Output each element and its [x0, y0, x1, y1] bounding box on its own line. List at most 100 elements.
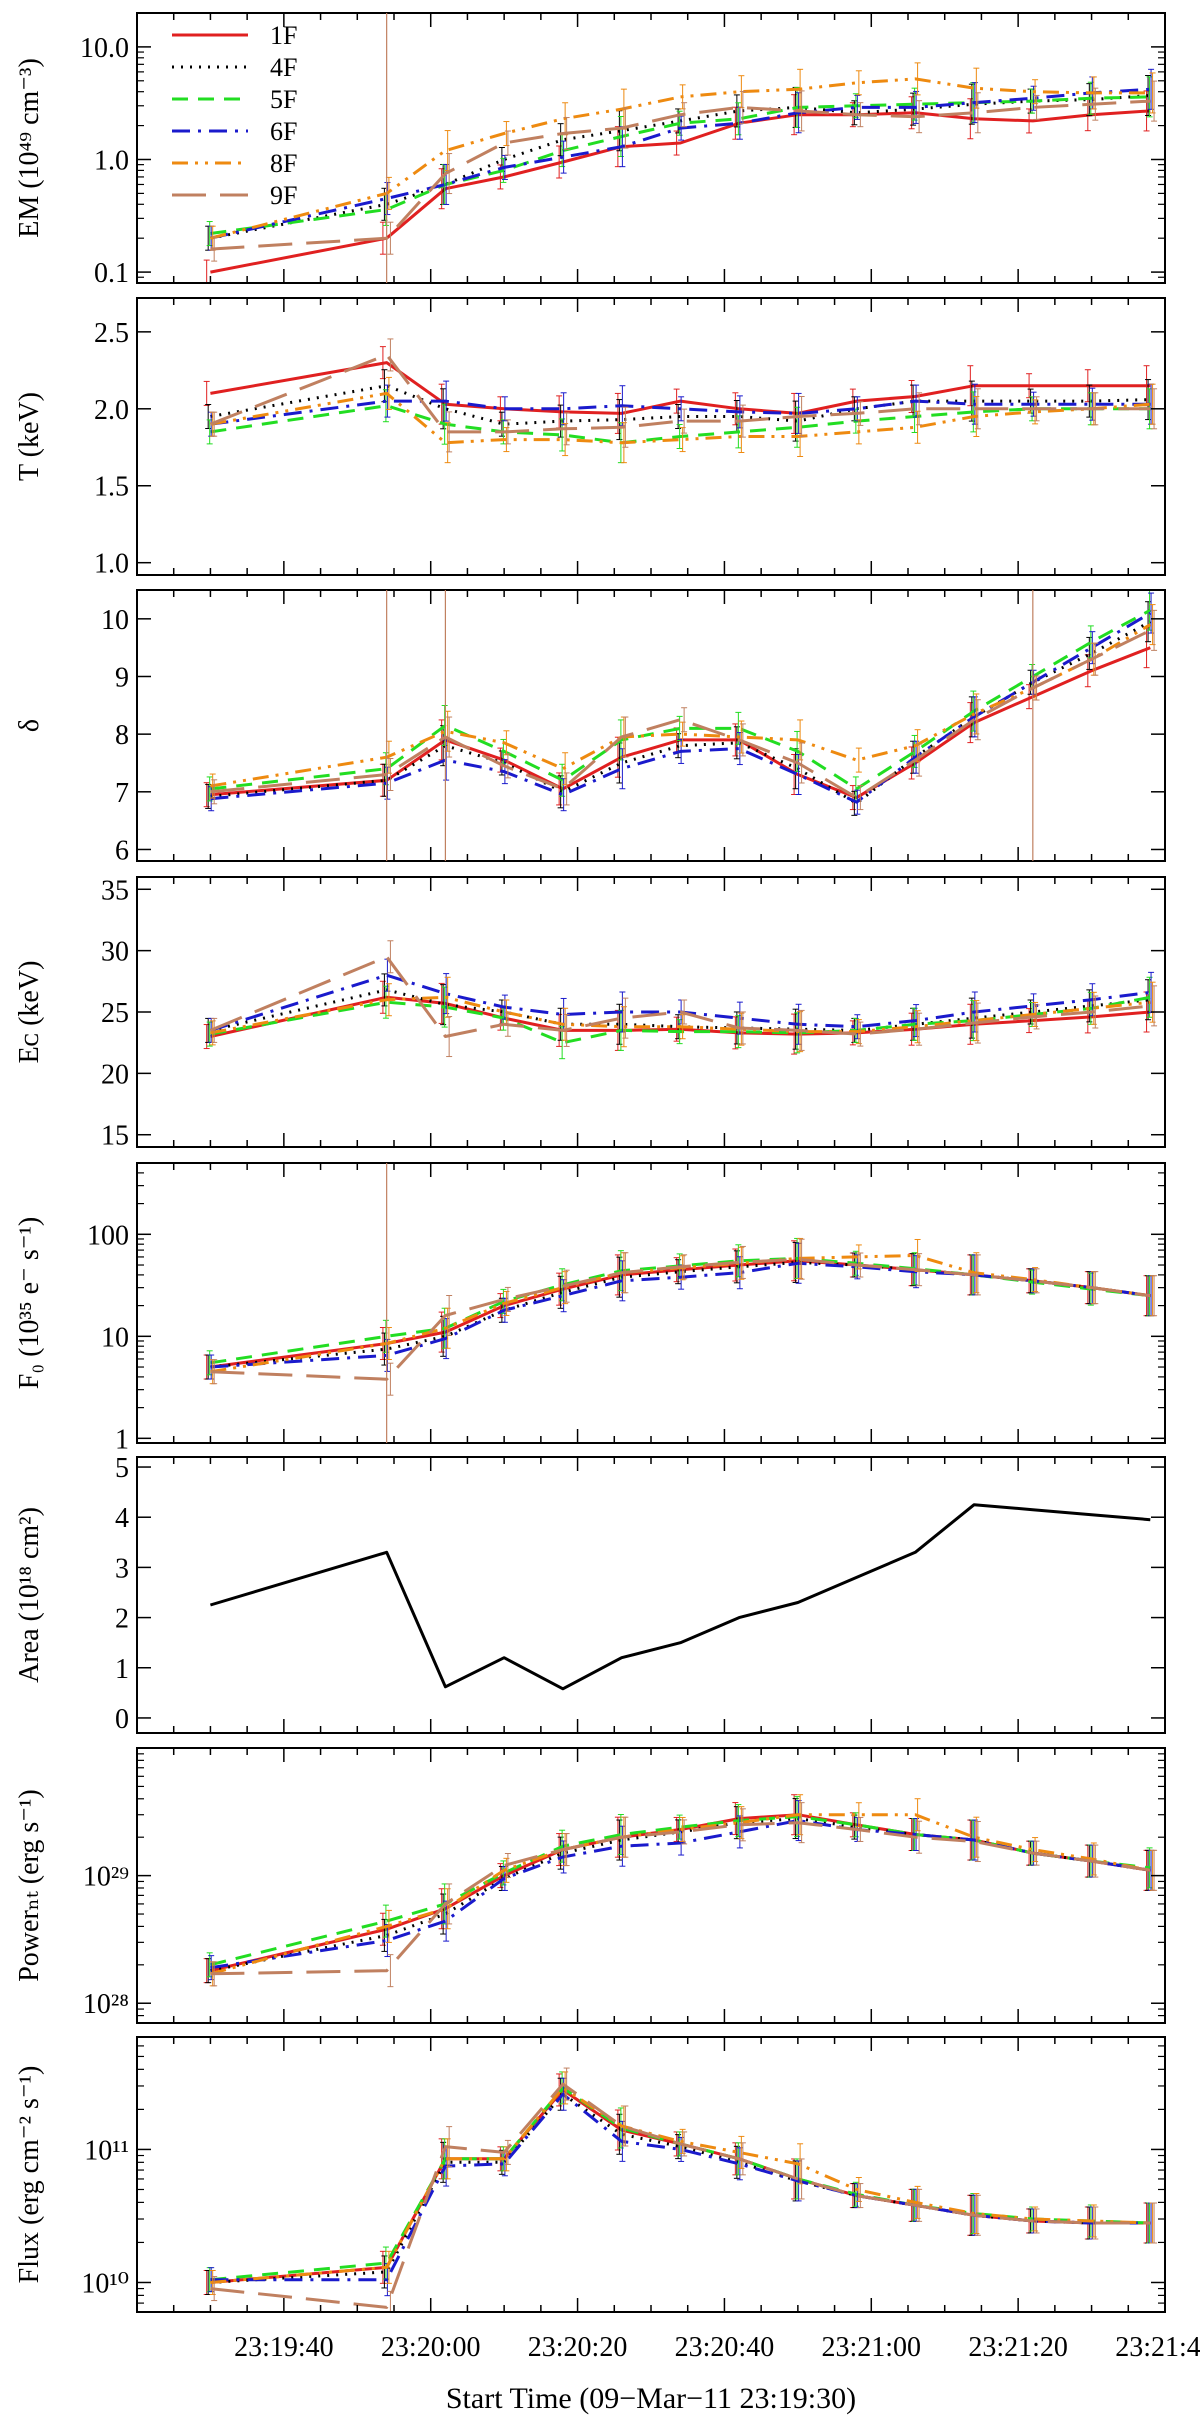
f0-series-9F — [210, 1257, 1151, 1381]
flux-ytick-label: 10¹⁰ — [81, 2268, 129, 2299]
em-ytick-label: 10.0 — [80, 33, 129, 64]
temp-ytick-label: 2.0 — [94, 395, 129, 426]
flux-series-5F — [210, 2086, 1151, 2282]
power-series-8F — [210, 1813, 1151, 1976]
area-series-group — [209, 1503, 1151, 1691]
f0-series-group — [203, 1237, 1158, 1396]
flux-series-8F — [210, 2086, 1151, 2284]
area-ytick-label: 3 — [115, 1553, 129, 1584]
temp-ytick-label: 1.5 — [94, 472, 129, 503]
x-tick-labels: 23:19:40 23:20:00 23:20:20 23:20:40 23:21:00… — [234, 2332, 1200, 2363]
em-y-axis-label: EM (10⁴⁹ cm⁻³) — [14, 58, 45, 238]
temp-series-6F — [210, 399, 1151, 426]
area-frame — [136, 1456, 1166, 1734]
em-series-8F — [210, 77, 1151, 240]
delta-series-6F — [210, 611, 1152, 804]
flux-series-1F — [210, 2088, 1151, 2284]
ec-series-8F — [210, 995, 1151, 1035]
temp-ytick-label: 2.5 — [94, 318, 129, 349]
temp-ytick-label: 1.0 — [94, 549, 129, 580]
panel-f0: 1 10 100 F₀ (10³⁵ e⁻ s⁻¹) — [14, 1162, 1166, 1455]
area-ytick-label: 5 — [115, 1453, 129, 1484]
f0-y-axis-label: F₀ (10³⁵ e⁻ s⁻¹) — [14, 1217, 45, 1389]
temp-series-4F — [210, 384, 1151, 426]
legend-label-8F: 8F — [270, 149, 297, 178]
flux-ytick-label: 10¹¹ — [84, 2135, 129, 2166]
area-y-axis-label: Area (10¹⁸ cm²) — [14, 1507, 45, 1683]
temp-series-9F — [209, 353, 1151, 434]
power-series-6F — [210, 1819, 1151, 1970]
em-ytick-label: 1.0 — [94, 145, 129, 176]
temp-series-5F — [210, 404, 1151, 445]
legend-label-5F: 5F — [270, 85, 297, 114]
delta-ytick-label: 6 — [115, 835, 129, 866]
f0-ytick-label: 1 — [115, 1424, 129, 1455]
power-y-axis-label: Powerₙₜ (erg s⁻¹) — [14, 1789, 45, 1982]
temp-y-axis-label: T (keV) — [14, 392, 45, 481]
x-tick-label: 23:20:20 — [528, 2332, 628, 2363]
delta-frame — [136, 589, 1166, 862]
legend-label-4F: 4F — [270, 53, 297, 82]
em-series-9F — [210, 99, 1151, 251]
x-tick-label: 23:21:00 — [822, 2332, 922, 2363]
area-ytick-label: 0 — [115, 1704, 129, 1735]
area-ytick-label: 4 — [115, 1503, 129, 1534]
ec-series-6F — [209, 973, 1151, 1032]
legend: 1F 4F 5F 6F 8F 9F — [172, 21, 297, 210]
panel-temp: 1.0 1.5 2.0 2.5 T (keV) — [14, 297, 1166, 580]
x-tick-label: 23:21:40 — [1115, 2332, 1200, 2363]
panels-group: 0.1 1.0 10.0 EM (10⁴⁹ cm⁻³) 1.0 1.5 2.0 2.5 T (k… — [14, 12, 1166, 2313]
area-ytick-label: 2 — [115, 1604, 129, 1635]
f0-frame — [136, 1162, 1166, 1444]
area-series-Area — [209, 1503, 1151, 1691]
em-series-5F — [210, 95, 1151, 235]
delta-y-axis-label: δ — [14, 719, 45, 732]
f0-series-4F — [210, 1260, 1151, 1369]
power-series-1F — [210, 1813, 1151, 1973]
x-tick-label: 23:20:00 — [381, 2332, 481, 2363]
flux-y-axis-label: Flux (erg cm⁻² s⁻¹) — [14, 2066, 45, 2284]
flux-series-9F — [210, 2082, 1151, 2309]
ec-series-group — [203, 940, 1158, 1060]
panel-em: 0.1 1.0 10.0 EM (10⁴⁹ cm⁻³) — [14, 12, 1166, 289]
delta-series-group — [203, 590, 1158, 816]
f0-ytick-label: 100 — [87, 1220, 129, 1251]
legend-label-1F: 1F — [270, 21, 297, 50]
panel-power: 10²⁸ 10²⁹ Powerₙₜ (erg s⁻¹) — [14, 1747, 1166, 2024]
em-series-group — [203, 62, 1158, 283]
delta-ytick-label: 8 — [115, 720, 129, 751]
panel-ec: 15 20 25 30 35 Eᴄ (keV) — [14, 875, 1166, 1152]
flux-series-6F — [210, 2092, 1151, 2282]
ec-series-9F — [209, 955, 1151, 1038]
delta-ytick-label: 7 — [115, 778, 129, 809]
ec-y-axis-label: Eᴄ (keV) — [14, 961, 45, 1064]
legend-label-6F: 6F — [270, 117, 297, 146]
delta-ytick-label: 9 — [115, 662, 129, 693]
ec-ytick-label: 30 — [101, 937, 129, 968]
delta-ytick-label: 10 — [101, 605, 129, 636]
delta-series-8F — [210, 623, 1152, 788]
legend-label-9F: 9F — [270, 181, 297, 210]
x-tick-label: 23:21:20 — [968, 2332, 1068, 2363]
flux-series-4F — [210, 2092, 1151, 2284]
f0-ytick-label: 10 — [101, 1322, 129, 1353]
delta-series-9F — [210, 629, 1151, 800]
ec-ytick-label: 15 — [101, 1121, 129, 1152]
power-series-group — [203, 1794, 1158, 1988]
ec-ytick-label: 35 — [101, 875, 129, 906]
em-series-6F — [210, 87, 1151, 240]
temp-series-1F — [210, 361, 1151, 415]
area-ytick-label: 1 — [115, 1654, 129, 1685]
temp-series-8F — [210, 391, 1151, 445]
power-ytick-label: 10²⁹ — [83, 1862, 129, 1893]
em-series-4F — [210, 94, 1151, 240]
flux-series-group — [203, 2067, 1158, 2312]
ec-series-4F — [210, 988, 1151, 1032]
panel-flux: 10¹⁰ 10¹¹ Flux (erg cm⁻² s⁻¹) — [14, 2036, 1166, 2313]
panel-delta: 6 7 8 9 10 δ — [14, 589, 1166, 866]
f0-series-8F — [210, 1254, 1151, 1374]
power-series-9F — [210, 1821, 1151, 1976]
power-ytick-label: 10²⁸ — [83, 1989, 129, 2020]
panel-area: 0 1 2 3 4 5 Area (10¹⁸ cm²) — [14, 1453, 1166, 1735]
